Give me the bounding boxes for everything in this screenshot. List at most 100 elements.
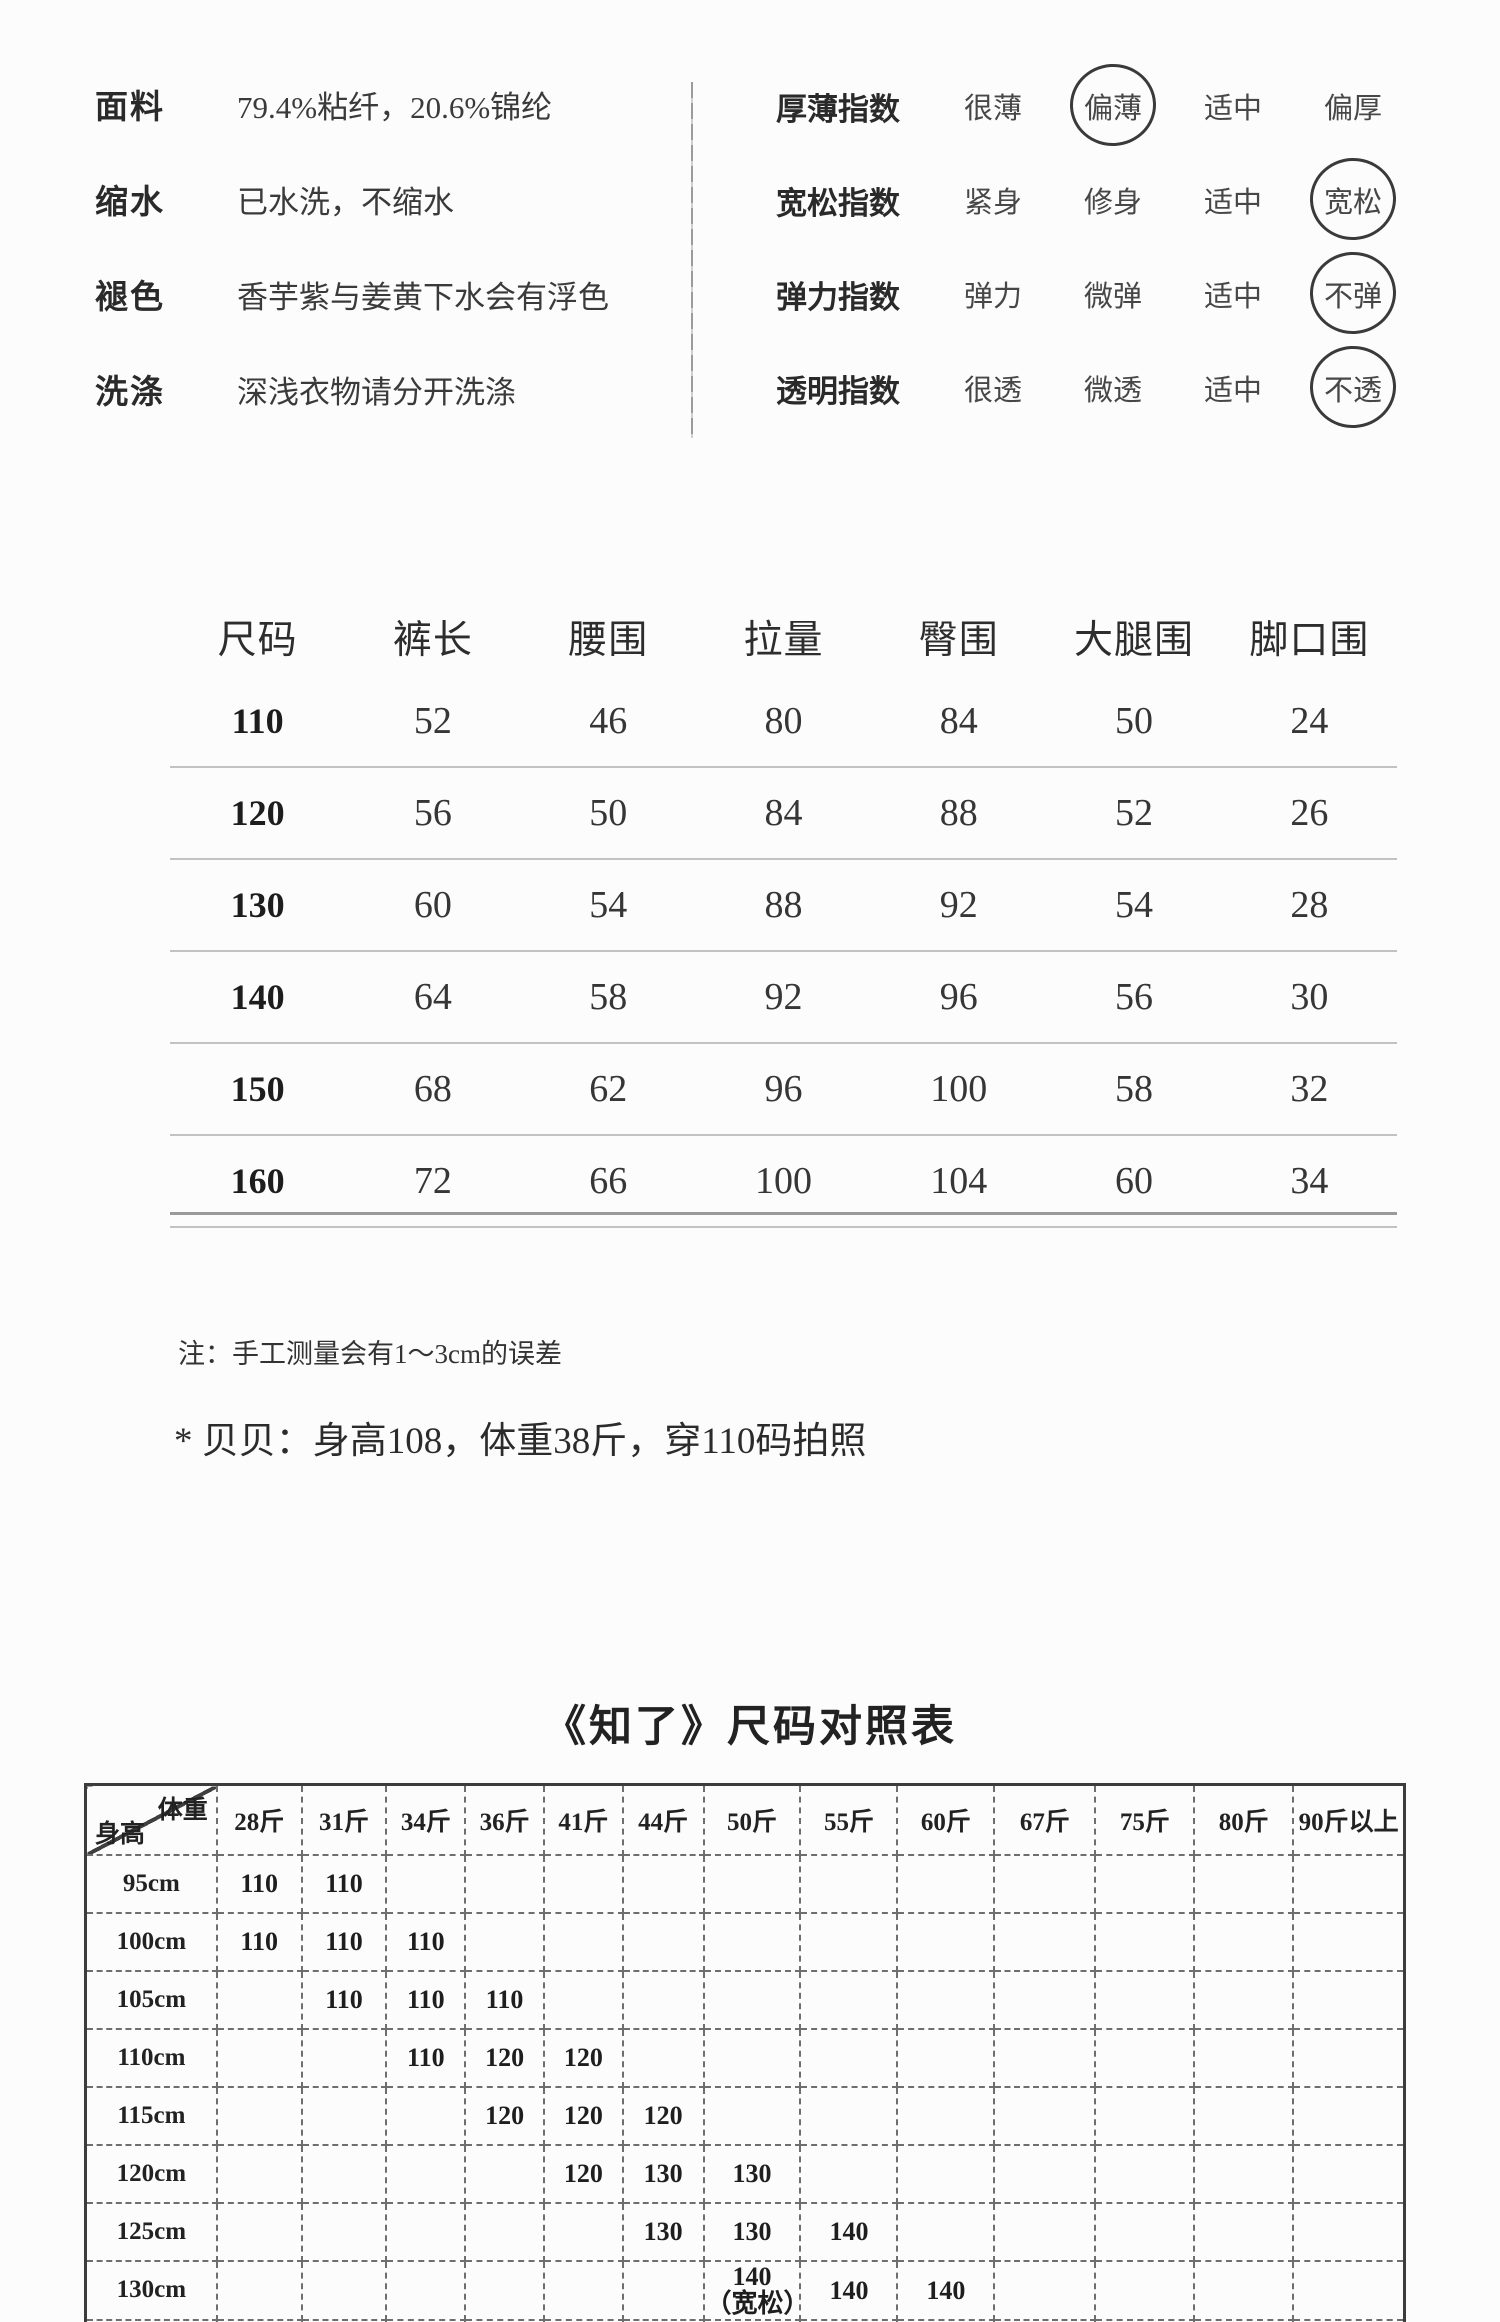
chart-cell: 140	[799, 2260, 899, 2321]
size-table-row: 110 52 46 80 84 50 24	[170, 676, 1397, 767]
chart-cell	[464, 1854, 545, 1914]
value-cell: 56	[1115, 976, 1154, 1018]
weight-header: 34斤	[385, 1783, 467, 1856]
comparison-row: 120cm 120 130 130	[84, 2144, 1406, 2204]
selection-circle-icon	[1307, 343, 1399, 431]
value-cell: 96	[764, 1068, 803, 1110]
chart-cell: 120	[542, 2144, 624, 2204]
chart-cell	[993, 1970, 1097, 2030]
value-cell: 52	[413, 700, 452, 742]
height-header: 125cm	[84, 2202, 218, 2262]
chart-cell	[1193, 2318, 1295, 2322]
care-label: 洗涤	[95, 375, 165, 411]
index-option: 适中	[1203, 93, 1262, 125]
index-option-label: 不弹	[1323, 281, 1382, 313]
chart-cell	[1292, 1912, 1406, 1972]
value-cell: 66	[589, 1160, 628, 1202]
chart-cell	[464, 2318, 545, 2322]
chart-cell	[1094, 1912, 1196, 1972]
weight-header: 36斤	[464, 1783, 545, 1856]
chart-cell	[993, 2144, 1097, 2204]
chart-cell	[896, 1854, 996, 1914]
size-cell: 110	[231, 701, 284, 741]
chart-cell	[385, 2318, 467, 2322]
chart-cell: 150	[993, 2318, 1097, 2322]
chart-cell	[993, 2202, 1097, 2262]
column-header: 裤长	[392, 619, 473, 662]
chart-cell	[621, 1912, 705, 1972]
size-chart-title: 《知了》尺码对照表	[543, 1704, 957, 1751]
column-header: 臀围	[918, 619, 999, 662]
index-option: 很透	[963, 375, 1022, 407]
size-table-header-row: 尺码 裤长 腰围 拉量 臀围 大腿围 脚口围	[170, 598, 1397, 676]
value-cell: 62	[589, 1068, 628, 1110]
chart-cell: 140	[896, 2260, 996, 2321]
measure-note: 注：手工测量会有1～3cm的误差	[178, 1339, 562, 1369]
chart-cell: 110	[215, 1912, 303, 1972]
comparison-row: 135cm 140 140 150	[84, 2318, 1406, 2322]
chart-cell	[464, 2260, 545, 2321]
chart-cell	[993, 2260, 1097, 2321]
size-measurement-table: 尺码 裤长 腰围 拉量 臀围 大腿围 脚口围 110 52 46 80 84 5…	[170, 598, 1397, 1228]
chart-cell: 110	[215, 1854, 303, 1914]
chart-cell	[1094, 2202, 1196, 2262]
chart-cell	[300, 2086, 388, 2146]
chart-cell	[1292, 2318, 1406, 2322]
chart-cell	[1193, 2028, 1295, 2088]
index-option: 适中	[1203, 375, 1262, 407]
chart-cell: 110	[464, 1970, 545, 2030]
value-cell: 100	[754, 1160, 812, 1202]
index-option-label: 偏薄	[1083, 93, 1142, 125]
chart-cell	[1193, 2202, 1295, 2262]
weight-header: 60斤	[896, 1783, 996, 1856]
comparison-table-header: 体重 身高 28斤 31斤 34斤 36斤 41斤 44斤 50斤 55斤 60…	[84, 1783, 1406, 1856]
chart-cell	[1094, 2318, 1196, 2322]
selection-circle-icon	[1307, 155, 1399, 243]
care-item-wash: 洗涤 深浅衣物请分开洗涤	[95, 365, 609, 411]
size-table-row: 130 60 54 88 92 54 28	[170, 859, 1397, 951]
chart-cell: 140	[896, 2318, 996, 2322]
chart-cell	[215, 2318, 303, 2322]
chart-cell	[464, 2202, 545, 2262]
chart-cell	[1193, 1912, 1295, 1972]
selection-circle-icon	[1307, 249, 1399, 337]
height-header: 130cm	[84, 2260, 218, 2321]
chart-cell	[702, 1854, 802, 1914]
chart-cell	[993, 1912, 1097, 1972]
chart-cell	[1094, 2260, 1196, 2321]
size-cell: 160	[230, 1161, 285, 1201]
value-cell: 72	[413, 1160, 452, 1202]
height-axis-label: 身高	[95, 1821, 146, 1848]
value-cell: 54	[589, 884, 628, 926]
chart-cell	[215, 2028, 303, 2088]
chart-cell	[385, 1854, 467, 1914]
value-cell: 88	[939, 792, 978, 834]
chart-cell	[300, 2144, 388, 2204]
vertical-divider	[691, 82, 693, 438]
value-cell: 88	[764, 884, 803, 926]
column-header: 腰围	[568, 619, 649, 662]
chart-cell	[621, 1970, 705, 2030]
chart-cell	[1292, 2260, 1406, 2321]
chart-cell: 130	[621, 2202, 705, 2262]
chart-cell	[542, 1854, 624, 1914]
chart-cell	[799, 1970, 899, 2030]
chart-cell: 110	[385, 1912, 467, 1972]
chart-cell	[1094, 2144, 1196, 2204]
care-value: 香芋紫与姜黄下水会有浮色	[237, 280, 609, 315]
index-label: 厚薄指数	[776, 91, 900, 127]
value-cell: 46	[589, 700, 628, 742]
chart-cell: 140	[799, 2202, 899, 2262]
chart-cell	[621, 2260, 705, 2321]
chart-cell	[799, 2028, 899, 2088]
value-cell: 32	[1290, 1068, 1329, 1110]
selection-circle-icon	[1067, 61, 1159, 149]
chart-cell	[1292, 2144, 1406, 2204]
chart-cell	[896, 2202, 996, 2262]
chart-cell	[1292, 2028, 1406, 2088]
chart-cell: 120	[464, 2028, 545, 2088]
size-table-row: 120 56 50 84 88 52 26	[170, 767, 1397, 859]
size-table-row: 160 72 66 100 104 60 34	[170, 1135, 1397, 1227]
index-option: 紧身	[963, 187, 1022, 219]
